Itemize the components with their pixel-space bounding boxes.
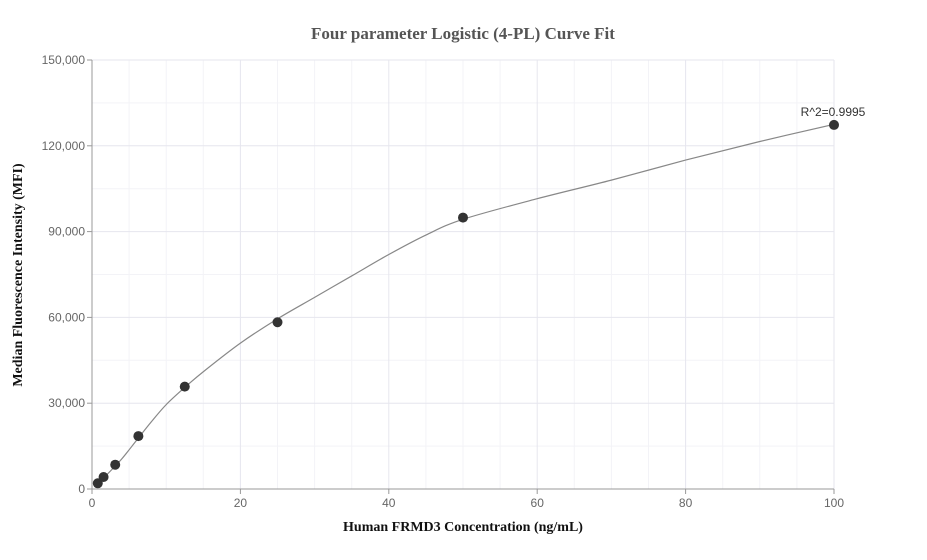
x-tick-label: 80 xyxy=(679,496,693,510)
data-point xyxy=(458,212,468,223)
y-tick-label: 150,000 xyxy=(42,53,86,67)
data-point xyxy=(92,478,103,489)
x-tick-label: 20 xyxy=(234,496,248,510)
y-tick-label: 60,000 xyxy=(48,310,85,324)
y-tick-labels: 0 30,000 60,000 90,000 120,000 150,000 xyxy=(42,53,86,496)
x-tick-labels: 0 20 40 60 80 100 xyxy=(89,496,845,510)
x-tick-label: 40 xyxy=(382,496,396,510)
y-axis-label: Median Fluorescence Intensity (MFI) xyxy=(11,163,26,387)
x-tick-label: 100 xyxy=(824,496,844,510)
y-tick-label: 30,000 xyxy=(48,396,85,410)
data-points xyxy=(92,119,839,489)
y-tick-label: 0 xyxy=(78,482,85,496)
grid-minor xyxy=(92,60,834,489)
axes xyxy=(87,59,835,494)
data-point xyxy=(98,471,109,482)
y-tick-label: 90,000 xyxy=(48,225,85,239)
data-point xyxy=(133,431,144,442)
x-axis-label: Human FRMD3 Concentration (ng/mL) xyxy=(343,520,583,535)
fit-curve xyxy=(97,123,835,485)
data-point xyxy=(272,317,283,328)
x-tick-label: 0 xyxy=(89,496,96,510)
y-tick-label: 120,000 xyxy=(42,139,86,153)
data-point xyxy=(110,459,121,470)
x-tick-label: 60 xyxy=(531,496,545,510)
data-point xyxy=(829,119,839,130)
r-squared-annotation: R^2=0.9995 xyxy=(801,105,866,119)
chart-title: Four parameter Logistic (4-PL) Curve Fit xyxy=(311,24,615,43)
data-point xyxy=(179,381,190,392)
